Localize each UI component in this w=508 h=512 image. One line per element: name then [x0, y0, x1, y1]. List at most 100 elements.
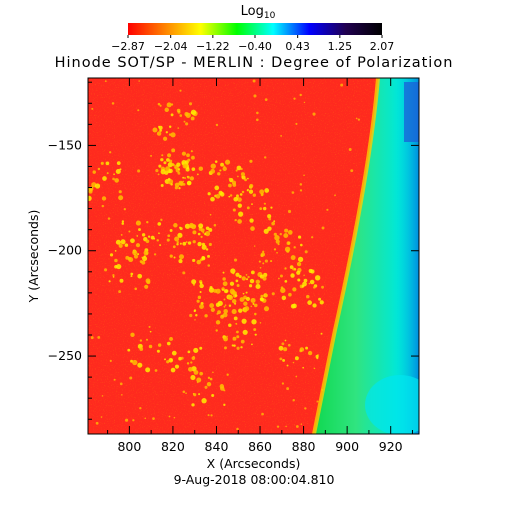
- bright-point: [229, 194, 233, 197]
- bright-point: [186, 362, 190, 365]
- bright-point: [130, 238, 135, 244]
- bright-point: [132, 250, 138, 256]
- bright-point: [97, 336, 101, 339]
- bright-point: [183, 120, 186, 123]
- bright-point: [137, 109, 140, 112]
- bright-point: [178, 180, 184, 186]
- bright-point: [251, 319, 257, 325]
- bright-point: [112, 274, 115, 277]
- bright-point: [250, 305, 253, 308]
- bright-point: [176, 162, 180, 166]
- bright-point: [293, 97, 296, 100]
- bright-point: [130, 272, 134, 276]
- bright-point: [208, 228, 213, 232]
- bright-point: [200, 228, 205, 233]
- bright-point: [209, 285, 213, 290]
- bright-point: [233, 196, 239, 202]
- bright-point: [319, 300, 324, 305]
- bright-point: [313, 367, 316, 370]
- bright-point: [301, 284, 305, 288]
- bright-point: [181, 151, 187, 156]
- bright-point: [249, 183, 254, 188]
- bright-point: [205, 248, 209, 251]
- bright-point: [236, 165, 242, 171]
- bright-point: [236, 346, 240, 350]
- bright-point: [233, 316, 238, 321]
- bright-point: [171, 148, 176, 153]
- y-tick-label: −200: [48, 243, 82, 258]
- bright-point: [223, 305, 226, 308]
- bright-point: [194, 319, 196, 321]
- bright-point: [299, 189, 303, 192]
- bright-point: [302, 366, 305, 369]
- bright-point: [167, 153, 172, 158]
- bright-point: [311, 236, 314, 239]
- bright-point: [94, 183, 101, 189]
- bright-point: [136, 235, 139, 237]
- bright-point: [228, 323, 232, 327]
- bright-point: [306, 294, 310, 299]
- bright-point: [220, 162, 224, 167]
- bright-point: [172, 245, 176, 249]
- bright-point: [197, 232, 201, 236]
- bright-point: [157, 102, 161, 106]
- bright-point: [223, 165, 226, 168]
- bright-point: [286, 241, 291, 246]
- bright-point: [299, 93, 302, 97]
- bright-point: [245, 296, 251, 301]
- x-tick-label: 840: [205, 439, 229, 454]
- bright-point: [249, 218, 254, 223]
- bright-point: [175, 166, 177, 169]
- bright-point: [222, 281, 228, 287]
- bright-point: [109, 151, 112, 154]
- bright-point: [292, 267, 296, 271]
- bright-point: [307, 300, 312, 305]
- bright-point: [267, 214, 272, 219]
- bright-point: [217, 300, 223, 306]
- bright-point: [295, 375, 298, 378]
- bright-point: [201, 244, 207, 250]
- bright-point: [255, 283, 261, 290]
- bright-point: [137, 362, 143, 368]
- bright-point: [258, 260, 261, 263]
- bright-point: [297, 256, 304, 263]
- bright-point: [246, 278, 249, 281]
- bright-point: [233, 258, 238, 262]
- bright-point: [232, 336, 237, 341]
- chart-subtitle: 9-Aug-2018 08:00:04.810: [173, 472, 335, 487]
- bright-point: [264, 98, 268, 102]
- bright-point: [160, 218, 163, 221]
- bright-point: [145, 239, 150, 244]
- bright-point: [164, 358, 166, 361]
- bright-point: [179, 89, 182, 92]
- bright-point: [178, 254, 185, 260]
- bright-point: [157, 343, 162, 347]
- bright-point: [270, 260, 273, 263]
- bright-point: [166, 238, 170, 242]
- bright-point: [204, 314, 208, 318]
- bright-point: [249, 278, 255, 284]
- bright-point: [209, 303, 215, 308]
- bright-point: [295, 122, 298, 125]
- bright-point: [284, 267, 287, 270]
- bright-point: [278, 277, 280, 280]
- bright-point: [241, 276, 246, 281]
- bright-point: [230, 268, 236, 274]
- bright-point: [244, 178, 247, 182]
- bright-point: [192, 240, 196, 244]
- bright-point: [196, 377, 202, 383]
- bright-point: [179, 226, 182, 229]
- bright-point: [284, 246, 291, 252]
- bright-point: [119, 278, 124, 283]
- bright-point: [290, 273, 295, 278]
- bright-point: [224, 159, 231, 165]
- bright-point: [176, 240, 179, 244]
- bright-point: [155, 169, 159, 173]
- bright-point: [152, 417, 155, 420]
- bright-point: [211, 393, 215, 397]
- bright-point: [303, 101, 306, 104]
- bright-point: [237, 219, 242, 224]
- bright-point: [177, 127, 180, 129]
- bright-point: [247, 275, 250, 279]
- bright-point: [118, 195, 124, 201]
